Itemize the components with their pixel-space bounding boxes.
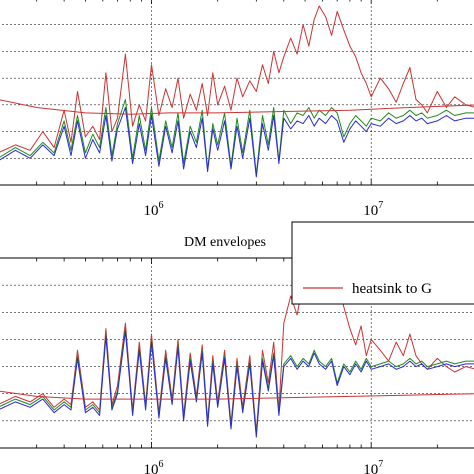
bottom-chart-x-tick-label: 106 bbox=[144, 459, 164, 474]
bottom-chart-series-3-line bbox=[0, 390, 474, 400]
bottom-chart-frame bbox=[0, 257, 474, 449]
top-chart-series bbox=[0, 5, 474, 178]
bottom-chart-series bbox=[0, 268, 474, 438]
top-chart: 106 107 bbox=[0, 0, 474, 219]
top-chart-x-tick-label: 106 bbox=[144, 200, 164, 219]
legend-box bbox=[291, 221, 474, 305]
bottom-chart-series-2-line bbox=[0, 330, 474, 438]
top-chart-frame bbox=[0, 184, 474, 186]
legend-label-heatsink: heatsink to G bbox=[352, 281, 432, 297]
top-chart-series-0-line bbox=[0, 5, 474, 153]
bottom-chart-x-tick-label: 107 bbox=[363, 459, 383, 474]
bottom-chart-title: DM envelopes bbox=[184, 235, 266, 250]
top-chart-series-3-line bbox=[0, 99, 474, 115]
legend: heatsink to G bbox=[291, 221, 474, 305]
top-chart-series-1-line bbox=[0, 99, 474, 175]
top-chart-series-2-line bbox=[0, 107, 474, 178]
top-chart-grid bbox=[0, 0, 474, 185]
bottom-chart: 106 107 DM envelopes heatsink to G bbox=[0, 221, 474, 474]
top-chart-ticks: 106 107 bbox=[36, 0, 438, 219]
top-chart-x-tick-label: 107 bbox=[363, 200, 383, 219]
